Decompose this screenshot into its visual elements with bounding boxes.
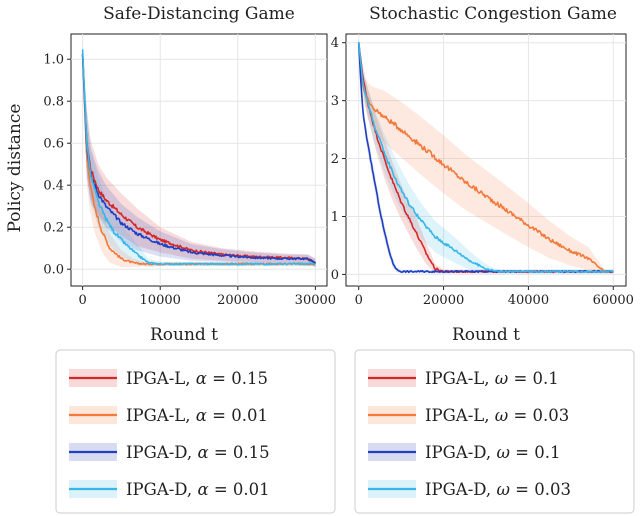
plot-area [70,33,328,287]
legend-label: IPGA-L, ω = 0.03 [425,406,569,425]
legend-label: IPGA-D, ω = 0.1 [425,443,560,462]
y-tick-label: 4 [331,36,339,51]
legend-label-prefix: IPGA-L, [126,369,196,388]
legend-box [55,349,336,514]
band-series-2 [82,48,316,268]
x-ticks: 0 20000 40000 60000 [355,286,634,308]
legend-label-symbol: α [196,369,207,388]
panel-safe-distancing: Safe-Distancing Game 0 10000 20000 30000 0.… [43,4,336,345]
band-series-4 [358,41,614,274]
legend-label-prefix: IPGA-L, [126,406,196,425]
series-lines [81,49,317,266]
y-tick-label: 2 [331,152,339,167]
legend-label-prefix: IPGA-D, [425,443,496,462]
legend-label-value: = 0.01 [207,406,268,425]
y-tick-label: 0.0 [43,263,64,278]
legend-label-prefix: IPGA-D, [126,480,197,499]
legend-label: IPGA-D, α = 0.01 [126,480,270,499]
legend-label-prefix: IPGA-L, [425,369,495,388]
y-tick-label: 0.2 [43,221,64,236]
legend-label-value: = 0.15 [209,443,270,462]
x-axis-label-text: Round t [452,325,520,345]
x-axis-label: Round t [452,325,520,345]
x-tick-label: 0 [78,293,86,308]
band-series-1 [82,48,316,268]
legend-label-value: = 0.1 [510,443,561,462]
x-axis-label: Round t [150,325,218,345]
grid [346,34,626,286]
legend-label-prefix: IPGA-D, [126,443,197,462]
legend-label-symbol: α [197,443,208,462]
legend-label-value: = 0.01 [209,480,270,499]
x-tick-label: 20000 [217,293,258,308]
legend-label: IPGA-L, α = 0.01 [126,406,268,425]
x-tick-label: 20000 [423,293,464,308]
confidence-bands [82,42,316,268]
y-tick-label: 0.4 [43,179,64,194]
x-axis-label-text: Round t [150,325,218,345]
y-ticks: 0 1 2 3 4 [331,36,346,283]
x-tick-label: 0 [355,293,363,308]
confidence-bands [358,41,614,274]
legend-label-value: = 0.15 [207,369,268,388]
y-tick-label: 0.8 [43,95,64,110]
y-tick-label: 1 [331,210,339,225]
legend-label-symbol: ω [496,480,509,499]
grid [71,34,327,286]
line-series-4 [357,41,614,274]
legend-label: IPGA-L, ω = 0.1 [425,369,559,388]
panel-title: Stochastic Congestion Game [369,4,617,24]
legend-label: IPGA-D, ω = 0.03 [425,480,571,499]
legend-label-symbol: ω [496,443,509,462]
legend-label-symbol: α [196,406,207,425]
legend-label-prefix: IPGA-D, [425,480,496,499]
x-ticks: 0 10000 20000 30000 [78,286,336,308]
legend-label-value: = 0.1 [508,369,559,388]
legend-label-value: = 0.03 [510,480,571,499]
legend-box [354,349,635,514]
panel-title: Safe-Distancing Game [103,4,295,24]
legend-label-symbol: ω [495,369,508,388]
panel-stochastic-congestion: Stochastic Congestion Game 0 20000 40000 60… [331,4,634,345]
legend-label-symbol: ω [495,406,508,425]
legend-label-prefix: IPGA-L, [425,406,495,425]
legend-label-value: = 0.03 [508,406,569,425]
line-series-4 [81,49,316,266]
band-series-2 [358,41,614,274]
y-ticks: 0.0 0.2 0.4 0.6 0.8 1.0 [43,53,71,278]
line-series-3 [81,53,317,264]
x-tick-label: 60000 [593,293,634,308]
y-tick-label: 3 [331,94,339,109]
legend-label: IPGA-L, α = 0.15 [126,369,268,388]
line-series-2 [357,42,614,273]
y-tick-label: 0 [331,268,339,283]
x-tick-label: 30000 [295,293,336,308]
y-tick-label: 1.0 [43,53,64,68]
y-tick-label: 0.6 [43,137,64,152]
series-lines [357,41,614,274]
plot-area [345,33,627,287]
y-axis-label: Policy distance [5,104,25,233]
x-tick-label: 10000 [140,293,181,308]
legend-label-symbol: α [197,480,208,499]
legend-label: IPGA-D, α = 0.15 [126,443,270,462]
x-tick-label: 40000 [508,293,549,308]
